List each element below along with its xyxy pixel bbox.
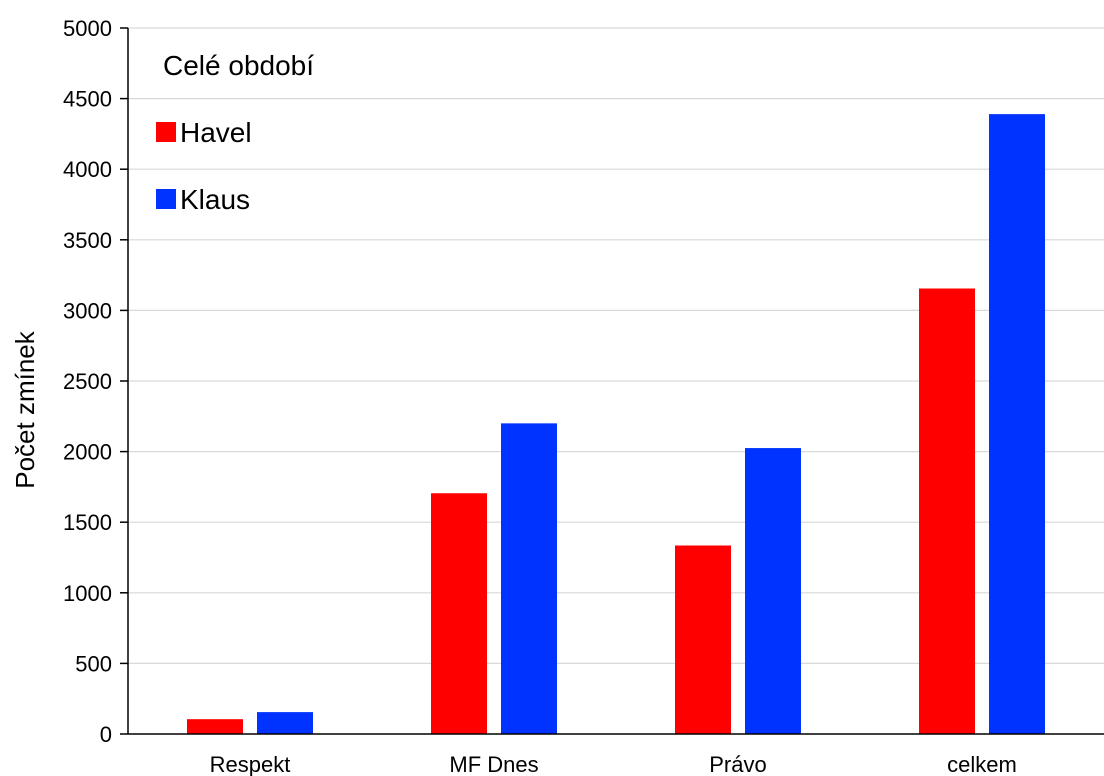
x-tick-label: Respekt	[210, 752, 291, 776]
gridlines	[128, 27, 1104, 665]
y-tick-label: 5000	[63, 16, 112, 41]
y-axis-title: Počet zmínek	[10, 330, 40, 489]
y-tick-label: 500	[75, 651, 112, 676]
x-tick-label: celkem	[947, 752, 1017, 776]
bar-klaus-0	[257, 712, 313, 734]
legend-label-havel: Havel	[180, 117, 252, 148]
y-tick-label: 2500	[63, 369, 112, 394]
y-tick-label: 0	[100, 722, 112, 747]
bar-havel-0	[187, 719, 243, 734]
x-tick-label: MF Dnes	[449, 752, 538, 776]
bar-havel-1	[431, 493, 487, 734]
y-tick-label: 3500	[63, 228, 112, 253]
y-tick-label: 3000	[63, 298, 112, 323]
y-tick-label: 2000	[63, 440, 112, 465]
y-tick-labels: 0 500 1000 1500 2000 2500 3000 3500 4000 4500 5000	[63, 16, 128, 747]
y-tick-label: 1000	[63, 581, 112, 606]
bar-klaus-1	[501, 423, 557, 734]
y-tick-label: 4000	[63, 157, 112, 182]
legend-title: Celé období	[163, 50, 314, 81]
x-tick-labels: Respekt MF Dnes Právo celkem	[210, 752, 1017, 776]
legend: Celé období Havel Klaus	[156, 50, 314, 215]
bar-klaus-3	[989, 114, 1045, 734]
bar-havel-3	[919, 288, 975, 734]
bars	[187, 114, 1045, 734]
legend-swatch-havel	[156, 122, 176, 142]
bar-klaus-2	[745, 448, 801, 734]
legend-swatch-klaus	[156, 189, 176, 209]
y-tick-label: 4500	[63, 87, 112, 112]
y-tick-label: 1500	[63, 510, 112, 535]
x-tick-label: Právo	[709, 752, 766, 776]
legend-label-klaus: Klaus	[180, 184, 250, 215]
bar-havel-2	[675, 545, 731, 734]
